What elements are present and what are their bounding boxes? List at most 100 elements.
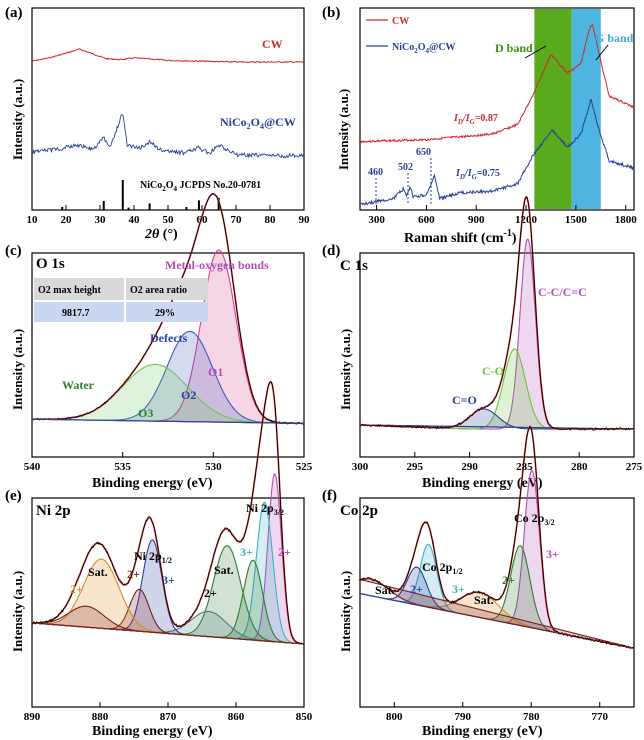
- label-2plus-f2: 2+: [502, 573, 515, 587]
- x-tick-label: 290: [461, 461, 478, 473]
- x-ticks-b: 300 600 900 1200 1500 1800: [368, 205, 637, 226]
- x-axis-label-b: Raman shift (cm-1): [404, 228, 517, 246]
- table-header-cell-1: [34, 278, 124, 300]
- label-co-2p12: Co 2p1/2: [422, 560, 463, 576]
- peak-fits-d: [359, 238, 635, 430]
- label-co-2p32: Co 2p3/2: [514, 511, 555, 527]
- x-tick-label: 525: [296, 461, 313, 473]
- label-2plus-e1: 2+: [70, 582, 83, 596]
- label-sat-f1: Sat.: [375, 583, 395, 597]
- y-axis-label-c: Intensity (a.u.): [10, 329, 25, 410]
- raw-spectrum-e: [31, 381, 305, 645]
- x-tick-label: 1500: [565, 214, 588, 226]
- legend-label-cw: CW: [392, 16, 409, 27]
- label-3plus-e2: 3+: [240, 545, 253, 559]
- label-3plus-e1: 3+: [162, 573, 175, 587]
- panel-title-f: Co 2p: [340, 503, 378, 519]
- x-tick-label: 870: [160, 711, 177, 723]
- panel-f: (f) Co 2p 800 790 780 770 Co 2p3/2 Co 2p1/2…: [322, 425, 635, 739]
- panel-title-e: Ni 2p: [36, 503, 71, 519]
- x-ticks-a: 10 20 30 40 50 60 70 80 90: [27, 205, 310, 226]
- label-2plus-e4: 2+: [278, 545, 291, 559]
- ratio-label-nico: ID/IG=0.75: [455, 168, 500, 181]
- x-axis-label-f: Binding energy (eV): [422, 724, 543, 739]
- raw-spectrum-d: [359, 196, 635, 431]
- x-tick-label: 900: [468, 214, 485, 226]
- x-tick-label: 300: [368, 214, 385, 226]
- plot-frame-b: [359, 7, 635, 211]
- x-tick-label: 60: [197, 214, 209, 226]
- baseline-c: [31, 418, 305, 424]
- panel-e: (e) Ni 2p 890 880 870 860 850 Ni 2p3/2 Ni 2p…: [5, 380, 313, 739]
- panel-title-c: O 1s: [36, 256, 65, 272]
- label-2plus-f1: 2+: [410, 582, 423, 596]
- label-metal-oxygen-bonds: Metal-oxygen bonds: [165, 258, 269, 272]
- peak-fits-f: [358, 469, 635, 649]
- label-sat-f2: Sat.: [474, 593, 494, 607]
- panel-a: (a) 10 20 30 40 50 60 70 80 90 CW NiCo2O4@CW NiC…: [5, 5, 310, 242]
- x-tick-label: 800: [386, 711, 403, 723]
- panel-b: (b) 300 600 900 1200 1500 1800 CW NiCo2O4@CW …: [322, 5, 637, 246]
- peak-label-c-double-o: C=O: [452, 393, 477, 407]
- g-band-label: G band: [595, 31, 634, 45]
- peak-fits-e: [31, 473, 305, 645]
- x-axis-label-c: Binding energy (eV): [92, 476, 213, 491]
- label-2plus-e3: 2+: [204, 586, 217, 600]
- x-tick-label: 530: [205, 461, 222, 473]
- table-header-o2-area-ratio: O2 area ratio: [130, 285, 187, 296]
- reference-pattern-a: [61, 180, 220, 210]
- peak-label-co: C-O: [482, 364, 504, 378]
- x-tick-label: 1200: [515, 214, 538, 226]
- x-tick-label: 30: [95, 214, 107, 226]
- peak-label-460: 460: [368, 167, 383, 178]
- x-tick-label: 790: [455, 711, 472, 723]
- peak-label-o3: O3: [138, 406, 153, 420]
- x-tick-label: 285: [516, 461, 533, 473]
- y-axis-label-a: Intensity (a.u.): [10, 79, 25, 160]
- label-3plus-f1: 3+: [452, 582, 465, 596]
- panel-label-d: (d): [322, 243, 340, 259]
- x-tick-label: 20: [61, 214, 73, 226]
- ratio-label-cw: ID/IG=0.87: [453, 113, 498, 126]
- peak-label-o2: O2: [181, 388, 196, 402]
- x-ticks-f: 800 790 780 770: [386, 702, 609, 723]
- panel-label-c: (c): [5, 243, 22, 259]
- y-axis-label-b: Intensity (a.u.): [336, 89, 351, 170]
- d-band-label: D band: [495, 41, 533, 55]
- g-band-arrow: [595, 44, 609, 61]
- x-ticks-d: 300 295 290 285 280 275: [352, 452, 643, 473]
- x-tick-label: 540: [24, 461, 41, 473]
- x-tick-label: 70: [231, 214, 243, 226]
- panel-label-a: (a): [5, 5, 23, 21]
- label-sat-e2: Sat.: [214, 563, 234, 577]
- panel-label-e: (e): [5, 488, 22, 504]
- x-tick-label: 860: [228, 711, 245, 723]
- series-label-cw: CW: [262, 37, 283, 51]
- legend-label-nico: NiCo2O4@CW: [392, 42, 456, 55]
- raw-spectrum-f: [359, 426, 635, 649]
- plot-frame-c: [31, 252, 305, 458]
- x-tick-label: 890: [24, 711, 41, 723]
- x-tick-label: 300: [352, 461, 369, 473]
- table-header-cell-2: [126, 278, 208, 300]
- peak-fit-3: [359, 469, 635, 649]
- series-line-cw-raman: [359, 24, 634, 144]
- x-axis-label-a: 2θ (°): [144, 227, 178, 242]
- d-band-region: [534, 9, 572, 209]
- x-tick-label: 50: [163, 214, 175, 226]
- d-band-arrow: [524, 45, 547, 59]
- label-ni-2p12: Ni 2p1/2: [134, 549, 172, 565]
- peak-label-502: 502: [398, 162, 413, 173]
- label-defects: Defects: [150, 331, 188, 345]
- y-axis-label-e: Intensity (a.u.): [10, 571, 25, 652]
- x-ticks-e: 890 880 870 860 850: [24, 702, 313, 723]
- x-tick-label: 600: [418, 214, 435, 226]
- peak-label-o1: O1: [208, 365, 223, 379]
- y-axis-label-f: Intensity (a.u.): [338, 571, 353, 652]
- plot-frame-d: [359, 252, 635, 458]
- series-line-nico2o4-cw-raman: [359, 99, 635, 206]
- x-tick-label: 1800: [615, 214, 638, 226]
- peak-label-650: 650: [416, 147, 431, 158]
- plot-frame-f: [359, 497, 635, 708]
